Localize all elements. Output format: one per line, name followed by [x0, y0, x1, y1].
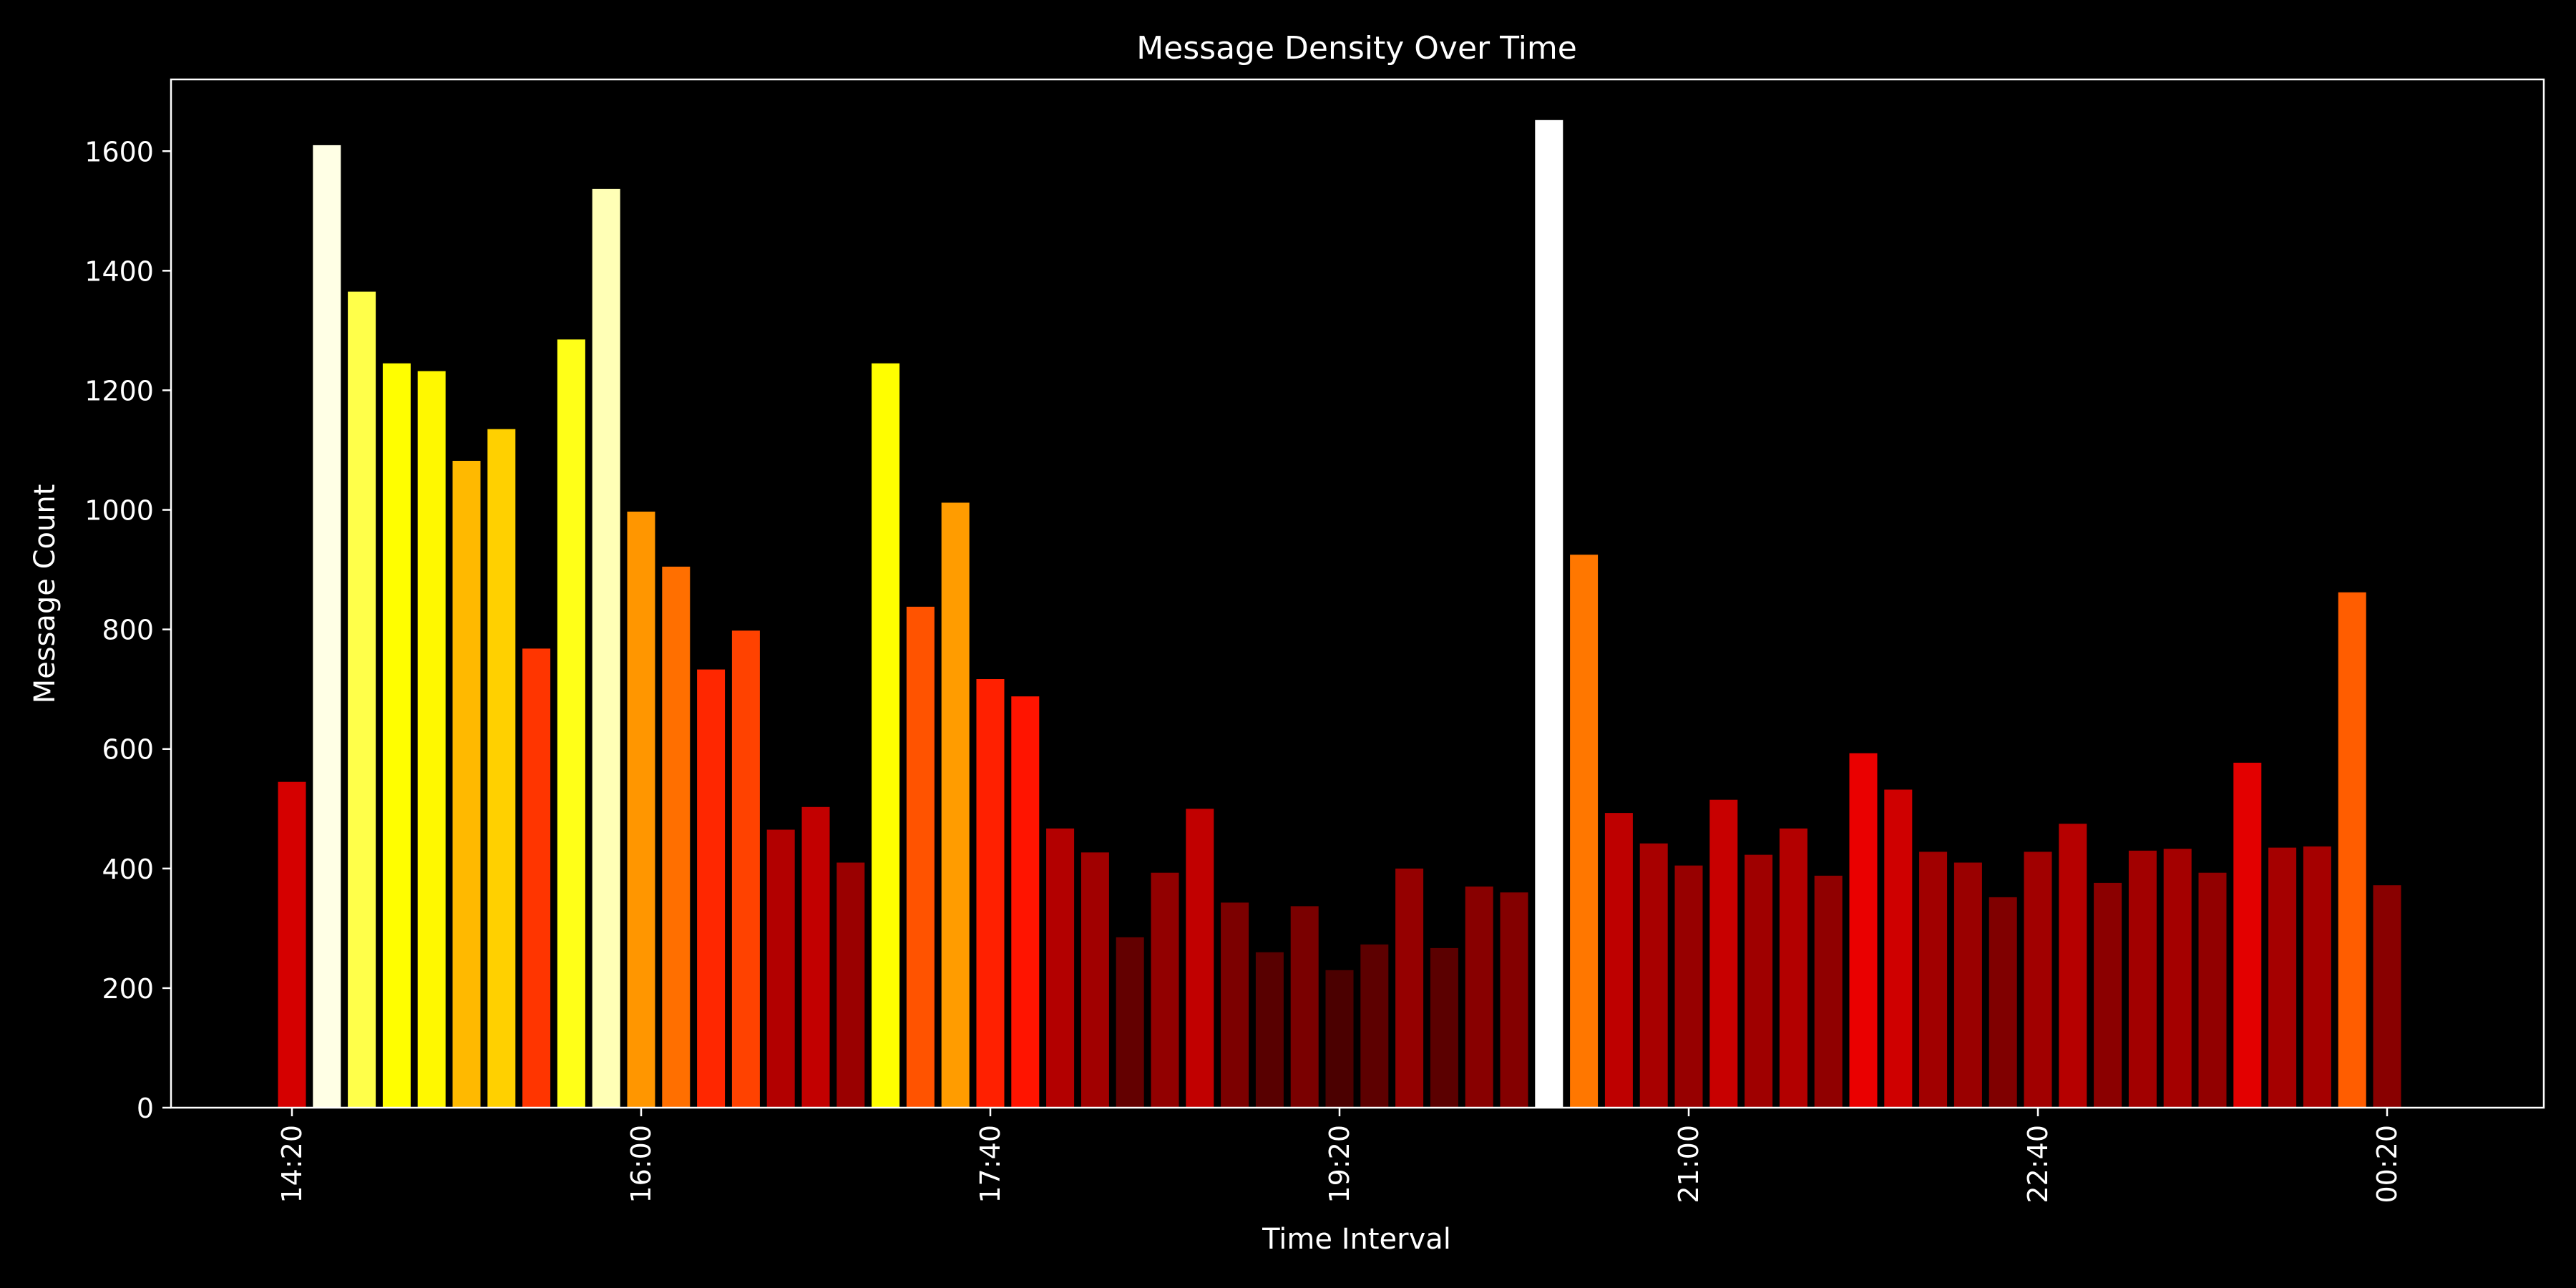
bar — [1395, 868, 1424, 1108]
y-tick-label: 600 — [102, 734, 154, 766]
bar — [1604, 813, 1633, 1108]
bar — [348, 291, 376, 1108]
bar — [766, 829, 795, 1108]
bar — [278, 781, 306, 1108]
bar — [487, 429, 516, 1108]
bar — [313, 145, 341, 1108]
bar — [1745, 854, 1773, 1108]
x-tick-label: 14:20 — [276, 1125, 308, 1204]
x-axis-label: Time Interval — [1262, 1223, 1451, 1256]
bar — [1674, 865, 1703, 1108]
bar — [2198, 872, 2227, 1108]
bar — [452, 461, 481, 1108]
bar — [1570, 555, 1599, 1108]
y-tick-label: 1000 — [84, 495, 154, 527]
y-tick-label: 1600 — [84, 136, 154, 167]
bar — [872, 363, 900, 1108]
bar — [731, 630, 760, 1108]
bar — [1290, 906, 1319, 1108]
bar — [2373, 885, 2401, 1108]
bar — [1953, 862, 1982, 1108]
y-tick-label: 1200 — [84, 375, 154, 406]
bar — [2059, 824, 2087, 1108]
bar — [1465, 886, 1493, 1108]
bar — [976, 679, 1005, 1108]
bar — [1919, 852, 1948, 1108]
y-axis: 0 200 400 600 800 1000 1200 1400 1600 — [84, 136, 171, 1124]
bar — [1011, 696, 1040, 1108]
bar — [1989, 897, 2017, 1108]
bar — [592, 188, 620, 1108]
bars-group — [278, 119, 2436, 1108]
bar — [2024, 852, 2052, 1108]
bar — [662, 566, 691, 1108]
plot-frame — [170, 78, 2545, 1109]
bar — [1151, 872, 1179, 1108]
bar — [2338, 592, 2366, 1108]
x-axis: 14:20 16:00 17:40 19:20 21:00 22:40 00:20 — [276, 1108, 2403, 1204]
bar — [1186, 809, 1214, 1108]
bar — [1116, 937, 1144, 1108]
bar — [1814, 875, 1843, 1108]
x-tick-label: 22:40 — [2022, 1125, 2054, 1204]
bar — [1779, 828, 1807, 1108]
x-tick-label: 17:40 — [975, 1125, 1006, 1204]
bar — [801, 806, 830, 1108]
y-tick-label: 400 — [102, 854, 154, 885]
bar — [836, 862, 865, 1108]
bar — [522, 648, 551, 1108]
y-tick-label: 200 — [102, 973, 154, 1005]
bar — [2128, 850, 2157, 1108]
bar — [557, 339, 585, 1108]
bar — [1360, 944, 1389, 1108]
chart-title: Message Density Over Time — [1136, 30, 1577, 67]
bar — [1535, 119, 1563, 1108]
bar — [2303, 846, 2331, 1108]
x-tick-label: 16:00 — [625, 1125, 657, 1204]
bar — [697, 669, 726, 1108]
x-tick-label: 19:20 — [1324, 1125, 1355, 1204]
y-tick-label: 800 — [102, 615, 154, 646]
bar — [1080, 852, 1109, 1108]
bar — [1884, 789, 1913, 1108]
bar — [417, 371, 446, 1108]
bar — [2268, 847, 2297, 1108]
bar — [1639, 843, 1668, 1108]
bar — [627, 512, 655, 1108]
bar — [1255, 952, 1284, 1108]
bar — [382, 363, 411, 1108]
y-axis-label: Message Count — [29, 484, 62, 704]
bar — [2408, 1071, 2436, 1108]
bar — [1221, 902, 1249, 1108]
bar — [1849, 753, 1878, 1108]
x-tick-label: 21:00 — [1673, 1125, 1704, 1204]
bar — [2233, 762, 2262, 1108]
bar — [1709, 799, 1738, 1108]
bar — [941, 502, 970, 1108]
bar — [2094, 882, 2122, 1108]
bar — [2163, 849, 2192, 1108]
bar — [906, 606, 935, 1108]
bar — [1430, 947, 1458, 1108]
x-tick-label: 00:20 — [2371, 1125, 2403, 1204]
bar — [1500, 892, 1528, 1108]
y-tick-label: 1400 — [84, 255, 154, 287]
y-tick-label: 0 — [137, 1093, 154, 1124]
bar — [1046, 828, 1075, 1108]
bar — [1325, 970, 1354, 1108]
